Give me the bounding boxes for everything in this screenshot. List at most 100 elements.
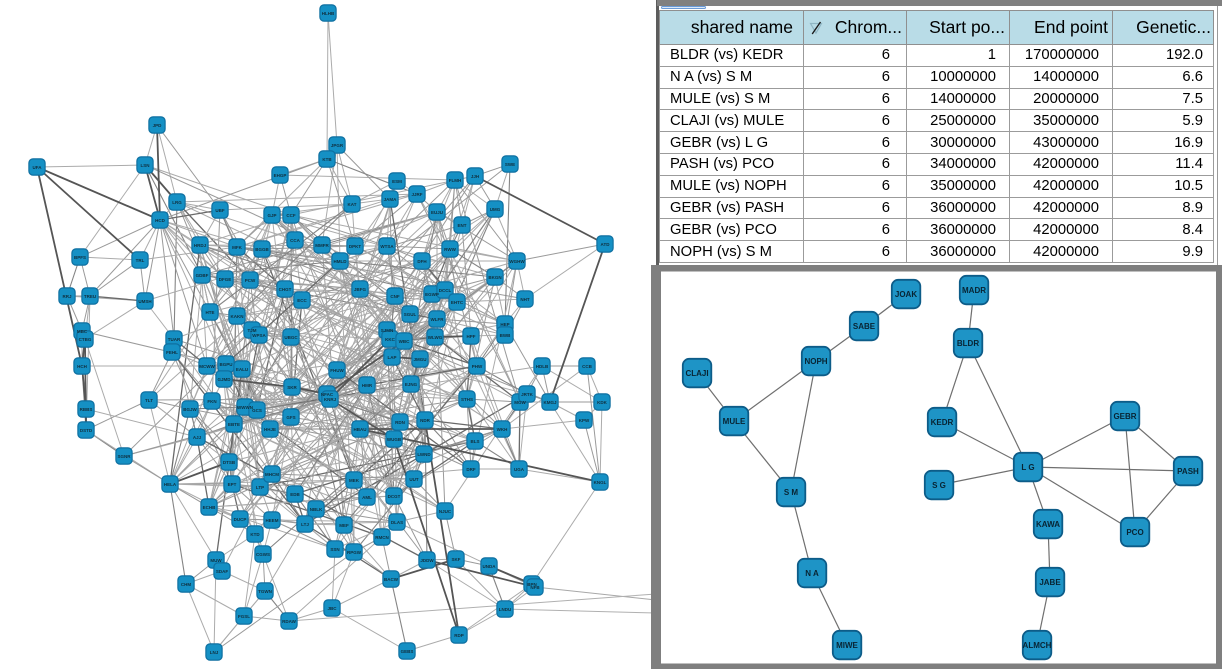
svg-text:UMG: UMG [490, 207, 501, 212]
svg-text:NDR: NDR [420, 418, 430, 423]
svg-text:SKF: SKF [452, 557, 461, 562]
svg-text:MULE: MULE [723, 417, 746, 426]
svg-text:RDN: RDN [395, 420, 405, 425]
svg-text:SGNR: SGNR [117, 454, 131, 459]
svg-text:KTB: KTB [322, 157, 332, 162]
svg-text:ECHB: ECHB [203, 505, 217, 510]
svg-text:LNJ: LNJ [210, 650, 219, 655]
svg-text:L G: L G [1021, 463, 1034, 472]
svg-text:DPKT: DPKT [349, 244, 362, 249]
svg-text:CHGT: CHGT [279, 287, 292, 292]
svg-text:WBC: WBC [399, 339, 410, 344]
svg-text:BGGB: BGGB [255, 247, 269, 252]
svg-text:FGSL: FGSL [238, 614, 250, 619]
svg-text:DFH: DFH [417, 259, 426, 264]
svg-text:JRTK: JRTK [521, 392, 534, 397]
svg-text:BACW: BACW [384, 577, 399, 582]
svg-text:GJMD: GJMD [217, 377, 231, 382]
svg-text:UBGC: UBGC [284, 335, 298, 340]
svg-text:TUAR: TUAR [168, 337, 181, 342]
svg-text:HBAU: HBAU [354, 427, 367, 432]
svg-text:SSN: SSN [330, 547, 339, 552]
svg-text:WPSA: WPSA [252, 333, 266, 338]
svg-text:KPW: KPW [579, 418, 590, 423]
svg-text:TGWN: TGWN [258, 589, 272, 594]
svg-text:RBBS: RBBS [80, 407, 93, 412]
svg-text:ALMCH: ALMCH [1023, 641, 1052, 650]
svg-text:UGA: UGA [514, 467, 525, 472]
svg-text:PCO: PCO [1126, 528, 1143, 537]
svg-text:CTBG: CTBG [79, 337, 92, 342]
svg-text:S M: S M [784, 488, 799, 497]
svg-text:UBF: UBF [215, 208, 224, 213]
svg-text:KEDR: KEDR [931, 418, 954, 427]
svg-text:KNRJ: KNRJ [324, 397, 337, 402]
svg-text:HELA: HELA [164, 482, 177, 487]
svg-text:HPF: HPF [467, 334, 476, 339]
svg-text:RDAW: RDAW [282, 619, 297, 624]
svg-text:GDBF: GDBF [196, 273, 209, 278]
svg-text:JJRF: JJRF [411, 192, 422, 197]
svg-text:HMLD: HMLD [334, 259, 348, 264]
svg-text:RRJ: RRJ [62, 294, 71, 299]
svg-text:ENT: ENT [458, 223, 467, 228]
svg-text:PHW: PHW [472, 364, 483, 369]
svg-text:GJP: GJP [267, 213, 276, 218]
svg-text:BLDR: BLDR [957, 339, 979, 348]
svg-text:EPT: EPT [228, 482, 237, 487]
svg-text:HEEM: HEEM [265, 518, 278, 523]
svg-text:EDB: EDB [290, 492, 300, 497]
svg-text:UNDA: UNDA [483, 564, 497, 569]
svg-text:JBFG: JBFG [354, 287, 367, 292]
svg-text:WLWG: WLWG [428, 335, 443, 340]
svg-text:BLS: BLS [471, 439, 480, 444]
svg-text:DCCL: DCCL [439, 288, 452, 293]
svg-text:LRG: LRG [172, 200, 182, 205]
svg-text:AJJ: AJJ [193, 435, 202, 440]
svg-text:FHUW: FHUW [330, 368, 344, 373]
svg-text:CHM: CHM [181, 582, 191, 587]
svg-text:MIWE: MIWE [836, 641, 858, 650]
svg-text:PCW: PCW [245, 278, 256, 283]
svg-text:WKH: WKH [497, 427, 508, 432]
svg-text:NJUC: NJUC [439, 509, 452, 514]
svg-text:SWE: SWE [505, 162, 515, 167]
svg-text:WWWN: WWWN [237, 405, 253, 410]
svg-text:CCB: CCB [582, 364, 592, 369]
svg-text:MBC: MBC [77, 329, 88, 334]
svg-text:BKGN: BKGN [488, 275, 501, 280]
svg-text:ATD: ATD [601, 242, 611, 247]
svg-text:LNDU: LNDU [499, 607, 512, 612]
svg-text:DFGE: DFGE [219, 277, 232, 282]
svg-text:SGUL: SGUL [404, 312, 417, 317]
svg-text:HMR: HMR [362, 383, 373, 388]
svg-text:LTJ: LTJ [301, 522, 309, 527]
svg-text:JAMA: JAMA [384, 197, 398, 202]
svg-text:TRL: TRL [136, 258, 145, 263]
svg-text:JDDW: JDDW [420, 558, 434, 563]
svg-text:DTSB: DTSB [223, 460, 236, 465]
svg-text:WLFR: WLFR [431, 317, 445, 322]
svg-text:KAKN: KAKN [231, 314, 244, 319]
svg-text:NFAC: NFAC [321, 392, 334, 397]
svg-text:GCS: GCS [252, 408, 262, 413]
svg-text:WTSA: WTSA [380, 244, 394, 249]
svg-text:LTP: LTP [256, 485, 264, 490]
svg-text:DUCP: DUCP [234, 517, 247, 522]
svg-text:MEK: MEK [349, 478, 360, 483]
svg-text:RDP: RDP [454, 633, 464, 638]
svg-text:FKN: FKN [207, 399, 216, 404]
svg-text:GEBR: GEBR [1113, 412, 1136, 421]
svg-text:MHCM: MHCM [265, 472, 279, 477]
svg-text:HCD: HCD [155, 218, 165, 223]
svg-text:MEF: MEF [339, 523, 349, 528]
svg-text:NFB: NFB [530, 585, 540, 590]
svg-text:LAP: LAP [388, 355, 397, 360]
svg-text:CGWS: CGWS [256, 552, 270, 557]
svg-text:EJNG: EJNG [405, 382, 418, 387]
svg-text:EALU: EALU [236, 367, 248, 372]
svg-text:HRDJ: HRDJ [194, 243, 207, 248]
svg-text:DLAS: DLAS [391, 520, 403, 525]
svg-text:HEP: HEP [500, 322, 509, 327]
svg-text:EGWP: EGWP [425, 292, 439, 297]
